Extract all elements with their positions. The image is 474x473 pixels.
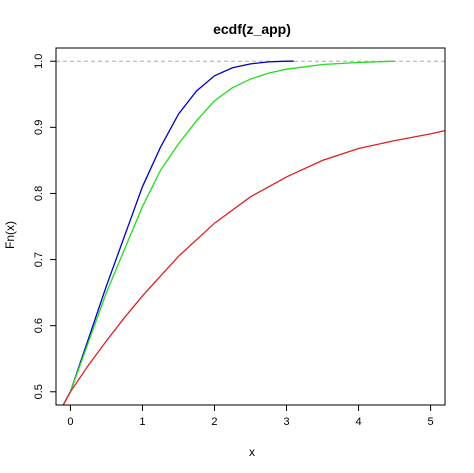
series-line-3 — [62, 129, 446, 406]
plot-box — [55, 47, 446, 406]
x-axis-label: x — [249, 445, 255, 459]
x-tick-label-0: 0 — [67, 416, 73, 428]
x-tick-label-2: 2 — [211, 416, 217, 428]
y-tick-label-2: 0.7 — [33, 252, 45, 267]
chart-title: ecdf(z_app) — [213, 21, 291, 37]
x-axis: 0 1 2 3 4 5 — [67, 404, 434, 428]
y-axis: 0.5 0.6 0.7 0.8 0.9 1.0 — [33, 54, 57, 399]
series-line-1 — [62, 60, 294, 406]
x-tick-label-3: 3 — [283, 416, 289, 428]
y-tick-label-3: 0.8 — [33, 186, 45, 201]
x-tick-label-1: 1 — [139, 416, 145, 428]
y-tick-label-5: 1.0 — [33, 54, 45, 69]
y-tick-label-4: 0.9 — [33, 120, 45, 135]
plot-area — [55, 47, 446, 406]
y-tick-label-0: 0.5 — [33, 384, 45, 399]
y-tick-label-1: 0.6 — [33, 318, 45, 333]
series-line-2 — [62, 60, 395, 406]
x-tick-label-4: 4 — [355, 416, 361, 428]
x-tick-label-5: 5 — [428, 416, 434, 428]
series-group — [62, 60, 446, 406]
y-axis-label: Fn(x) — [3, 221, 17, 249]
